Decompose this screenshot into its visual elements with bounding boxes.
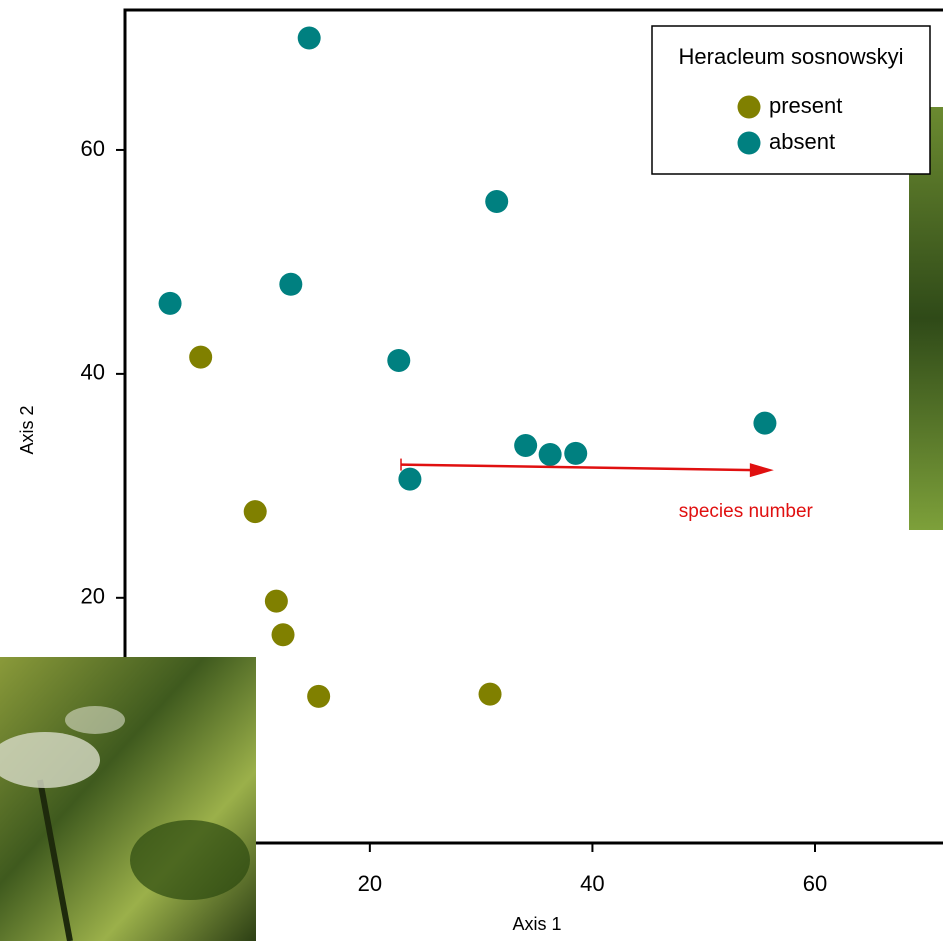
point [479,683,502,706]
photo-flower [65,706,125,734]
y-tick-label: 20 [81,584,105,609]
point [514,434,537,457]
photo-heracleum [0,657,256,941]
point [398,468,421,491]
legend-marker [738,96,761,119]
legend-marker [738,132,761,155]
point [539,443,562,466]
photo-leaf [130,820,250,900]
point [485,190,508,213]
point [753,412,776,435]
point [387,349,410,372]
x-tick-label: 20 [358,871,382,896]
point [159,292,182,315]
chart: species number Heracleum sosnowskyi pres… [0,0,943,941]
y-tick-label: 60 [81,136,105,161]
y-tick-label: 40 [81,360,105,385]
point [279,273,302,296]
point [298,26,321,49]
point [564,442,587,465]
legend-title: Heracleum sosnowskyi [679,44,904,69]
arrow-shaft [401,465,754,471]
legend-label: present [769,93,842,118]
arrow-head [750,463,774,477]
point [307,685,330,708]
photo-background [0,657,256,941]
point [244,500,267,523]
arrow-label: species number [679,501,814,522]
legend: Heracleum sosnowskyi present absent [652,26,930,174]
x-tick-label: 60 [803,871,827,896]
y-axis-label: Axis 2 [17,405,37,454]
point [265,590,288,613]
x-axis-label: Axis 1 [512,914,561,934]
point [189,346,212,369]
point [272,623,295,646]
legend-label: absent [769,129,835,154]
x-tick-label: 40 [580,871,604,896]
